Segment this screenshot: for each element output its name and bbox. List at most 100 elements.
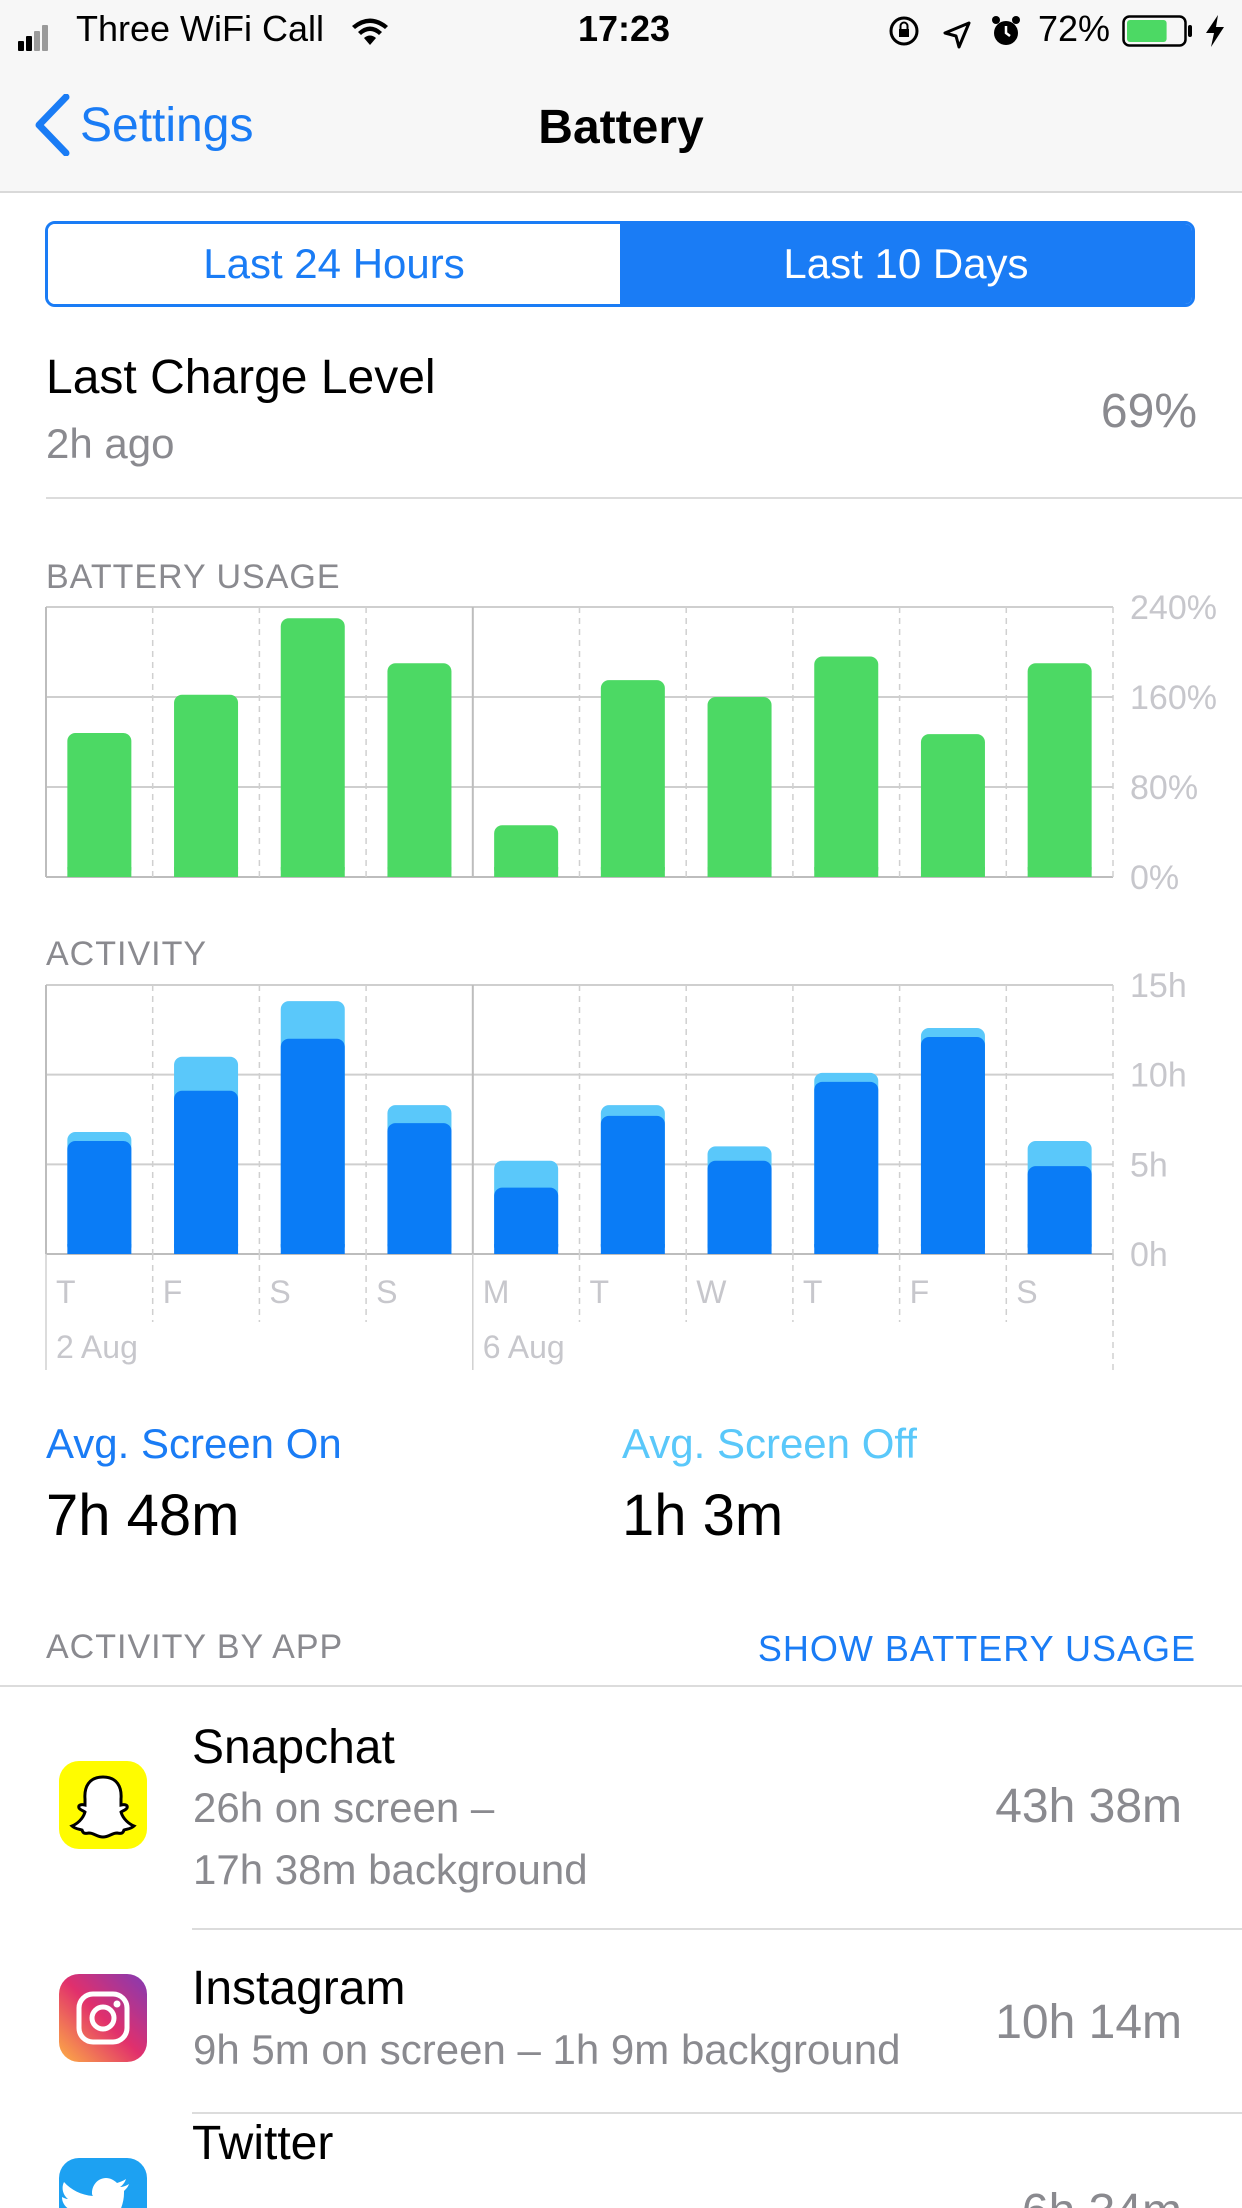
location-icon (943, 16, 971, 58)
activity-screen-on-bar-base (67, 1244, 132, 1254)
avg-screen-off-value: 1h 3m (622, 1483, 784, 1548)
activity-screen-on-bar (174, 1090, 239, 1254)
divider (192, 2112, 1242, 2114)
back-label: Settings (80, 98, 254, 152)
page-title: Battery (538, 101, 704, 154)
activity-day-label: F (910, 1274, 930, 1310)
battery-usage-bar (387, 663, 452, 877)
battery-usage-bar (707, 697, 772, 877)
activity-screen-on-bar-base (494, 1244, 559, 1254)
activity-screen-on-bar-base (814, 1244, 879, 1254)
app-detail: 17h 38m background (193, 1846, 588, 1893)
battery-percent: 72% (1038, 8, 1111, 49)
activity-day-label: W (696, 1274, 727, 1310)
activity-day-label: T (803, 1274, 823, 1310)
battery-usage-bar-base (67, 867, 132, 877)
app-row-twitter[interactable]: Twitter 6h 34m (0, 2114, 1242, 2208)
battery-usage-bar (280, 618, 345, 877)
activity-screen-on-bar (494, 1187, 559, 1254)
status-bar: Three WiFi Call 17:23 72% (0, 0, 1242, 60)
instagram-icon (59, 1974, 147, 2062)
battery-charts: 0% 80% 160% 240% 0h 5h 10h 15h T F S S M T W T F S 2 Aug 6 … (45, 589, 1217, 1370)
activity-screen-on-bar (600, 1115, 665, 1254)
activity-screen-on-bar-base (174, 1244, 239, 1254)
app-total: 43h 38m (995, 1780, 1182, 1833)
activity-screen-on-bar (920, 1037, 985, 1254)
activity-tick-label: 15h (1130, 967, 1187, 1005)
activity-day-label: T (56, 1274, 76, 1310)
navigation-bar: Settings Battery (0, 60, 1242, 193)
activity-day-label: S (1016, 1274, 1037, 1310)
chevron-left-icon (35, 94, 70, 156)
activity-date-label: 2 Aug (56, 1329, 138, 1365)
app-row-instagram[interactable]: Instagram 9h 5m on screen – 1h 9m backgr… (0, 1930, 1242, 2112)
battery-usage-bar (67, 733, 132, 877)
app-detail: 9h 5m on screen – 1h 9m background (193, 2026, 901, 2073)
show-battery-usage-button[interactable]: SHOW BATTERY USAGE (757, 1628, 1196, 1669)
activity-screen-on-bar (387, 1123, 452, 1254)
activity-tick-label: 0h (1130, 1236, 1168, 1274)
battery-usage-tick-label: 240% (1130, 589, 1217, 627)
app-name: Snapchat (192, 1721, 395, 1774)
activity-screen-on-bar (67, 1141, 132, 1254)
app-total: 10h 14m (995, 1996, 1182, 2049)
snapchat-icon (59, 1761, 147, 1849)
activity-day-label: F (163, 1274, 183, 1310)
divider (0, 1685, 1242, 1687)
last-charge-value: 69% (1100, 385, 1197, 438)
battery-usage-bar (494, 825, 559, 877)
clock: 17:23 (578, 8, 671, 49)
twitter-icon (59, 2158, 147, 2208)
activity-by-app-header: ACTIVITY BY APP (46, 1628, 344, 1666)
activity-screen-on-bar-base (707, 1244, 772, 1254)
battery-usage-bar-base (174, 867, 239, 877)
battery-usage-bar (814, 656, 879, 877)
battery-usage-bar-base (494, 867, 559, 877)
battery-usage-bar (600, 680, 665, 877)
activity-day-label: S (269, 1274, 290, 1310)
time-range-segmented-control: Last 24 Hours Last 10 Days (45, 221, 1195, 307)
activity-screen-on-bar (280, 1038, 345, 1254)
activity-screen-on-bar-base (1027, 1244, 1092, 1254)
rotation-lock-icon (888, 14, 920, 56)
tab-last-24-hours[interactable]: Last 24 Hours (48, 224, 620, 304)
battery-usage-bar (1027, 663, 1092, 877)
activity-screen-on-bar (1027, 1166, 1092, 1254)
avg-screen-on-value: 7h 48m (46, 1483, 240, 1548)
avg-screen-on-label: Avg. Screen On (46, 1420, 342, 1467)
battery-usage-tick-label: 80% (1130, 769, 1198, 807)
alarm-icon (990, 14, 1022, 56)
activity-date-label: 6 Aug (483, 1329, 565, 1365)
app-total: 6h 34m (1022, 2184, 1182, 2208)
battery-usage-bar-base (814, 867, 879, 877)
battery-usage-bar-base (600, 867, 665, 877)
app-name: Instagram (192, 1962, 406, 2015)
battery-usage-tick-label: 0% (1130, 859, 1179, 897)
activity-screen-on-bar-base (387, 1244, 452, 1254)
signal-icon (18, 18, 48, 60)
tab-last-10-days[interactable]: Last 10 Days (620, 224, 1192, 304)
avg-screen-off-label: Avg. Screen Off (622, 1420, 917, 1467)
app-row-snapchat[interactable]: Snapchat 26h on screen – 17h 38m backgro… (0, 1687, 1242, 1927)
charging-icon (1204, 14, 1226, 56)
activity-day-label: M (483, 1274, 510, 1310)
battery-usage-bar-base (387, 867, 452, 877)
activity-tick-label: 10h (1130, 1057, 1187, 1095)
last-charge-title: Last Charge Level (46, 351, 436, 404)
activity-day-label: S (376, 1274, 397, 1310)
battery-usage-tick-label: 160% (1130, 679, 1217, 717)
activity-screen-on-bar-base (600, 1244, 665, 1254)
app-name: Twitter (192, 2117, 334, 2170)
battery-usage-bar-base (707, 867, 772, 877)
activity-screen-on-bar (707, 1160, 772, 1254)
battery-usage-bar-base (920, 867, 985, 877)
battery-usage-bar-base (280, 867, 345, 877)
activity-screen-on-bar-base (920, 1244, 985, 1254)
battery-usage-bar-base (1027, 867, 1092, 877)
last-charge-time: 2h ago (46, 420, 175, 467)
wifi-icon (350, 14, 390, 56)
battery-usage-bar (174, 694, 239, 877)
activity-tick-label: 5h (1130, 1146, 1168, 1184)
back-button[interactable]: Settings (34, 92, 253, 158)
activity-screen-on-bar (814, 1081, 879, 1254)
